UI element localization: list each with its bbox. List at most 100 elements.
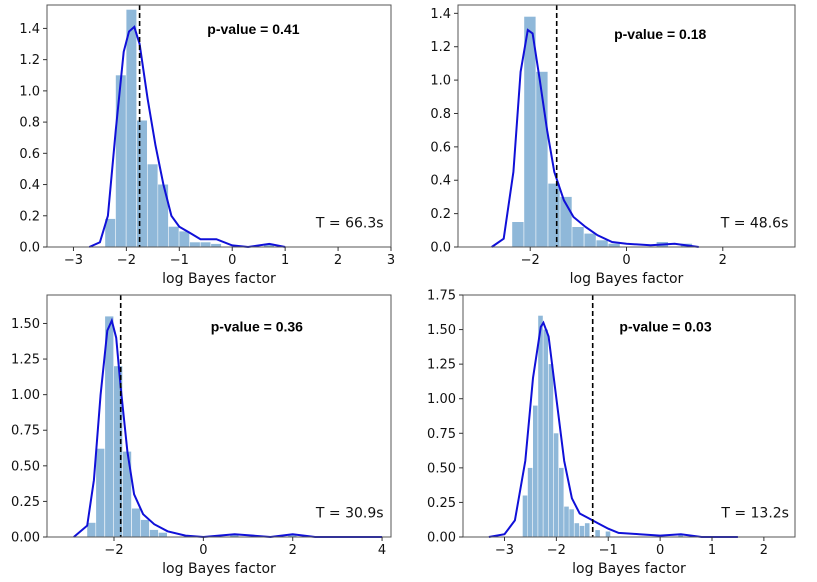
histogram-bar	[584, 523, 590, 537]
x-tick-label: −2	[104, 543, 123, 558]
histogram-bar	[527, 467, 533, 537]
plot-frame	[462, 294, 796, 538]
time-annotation: T = 13.2s	[720, 506, 789, 522]
p-value-annotation: p-value = 0.36	[211, 318, 303, 334]
y-tick-label: 0.50	[427, 461, 456, 476]
histogram-bar	[147, 164, 158, 247]
histogram-bar	[564, 506, 569, 537]
y-tick-label: 1.75	[427, 289, 456, 304]
y-tick-label: 1.4	[430, 7, 451, 22]
p-value-annotation: p-value = 0.03	[619, 318, 711, 334]
x-tick-label: 2	[760, 543, 768, 558]
x-tick-label: −1	[170, 253, 189, 268]
histogram-bar	[569, 509, 574, 537]
histogram-bar	[605, 531, 611, 537]
y-tick-label: 1.50	[427, 323, 456, 338]
histogram-bar	[548, 183, 560, 247]
histogram-bar	[548, 364, 554, 537]
histogram-bar	[288, 534, 297, 537]
panel-bottom-right: −3 −2 −1 0 1 2 0.00 0.25 0.50 0.75 1.00 1.25 1.50 1.7…	[427, 289, 796, 577]
x-tick-label: −3	[495, 543, 514, 558]
histogram-bar	[264, 243, 274, 247]
kde-curve	[491, 28, 699, 248]
time-annotation: T = 66.3s	[315, 216, 384, 232]
histogram-bar	[543, 329, 548, 537]
time-annotation: T = 48.6s	[720, 216, 789, 232]
histogram-bar	[230, 534, 239, 537]
y-tick-label: 0.0	[430, 241, 451, 256]
histogram-bar	[560, 196, 572, 247]
histogram-bar	[512, 222, 524, 247]
histogram-bar	[559, 467, 564, 537]
x-tick-label: −2	[547, 543, 566, 558]
y-tick-label: 0.75	[11, 424, 40, 439]
histogram-bar	[149, 529, 159, 537]
x-tick-label: −2	[521, 253, 540, 268]
histogram-bar	[158, 532, 167, 537]
histogram-bar	[533, 405, 538, 537]
y-tick-label: 1.00	[427, 392, 456, 407]
histogram-bar	[536, 71, 548, 247]
y-tick-label: 0.75	[427, 427, 456, 442]
panel-bottom-left: −2 0 2 4 0.00 0.25 0.50 0.75 1.00 1.25 1.50 log Bay…	[11, 294, 392, 577]
y-tick-label: 0.4	[430, 174, 451, 189]
y-tick-label: 0.4	[19, 178, 40, 193]
y-tick-label: 1.0	[19, 84, 40, 99]
kde-curve	[88, 25, 286, 249]
x-tick-label: −1	[599, 543, 618, 558]
histogram-bar	[126, 9, 137, 248]
histogram-bar	[678, 534, 683, 537]
x-tick-label: 2	[334, 253, 342, 268]
histogram-bar	[122, 451, 132, 537]
y-tick-label: 1.25	[427, 358, 456, 373]
y-tick-label: 0.2	[19, 209, 40, 224]
kde-curve	[488, 320, 738, 538]
histogram-bar	[596, 240, 608, 247]
y-tick-label: 0.00	[11, 531, 40, 546]
y-tick-label: 1.25	[11, 353, 40, 368]
x-tick-label: 2	[289, 543, 297, 558]
p-value-annotation: p-value = 0.41	[207, 21, 299, 37]
x-tick-label: −2	[117, 253, 136, 268]
x-tick-label: 0	[622, 253, 630, 268]
histogram-bar	[189, 242, 200, 247]
y-tick-label: 1.4	[19, 22, 40, 37]
y-tick-label: 0.8	[430, 107, 451, 122]
histogram-bar	[105, 218, 116, 247]
histogram-bar	[584, 233, 596, 247]
x-axis-label: log Bayes factor	[572, 561, 686, 577]
histogram-bar	[522, 495, 528, 537]
panel-top-left: −3 −2 −1 0 1 2 3 0.0 0.2 0.4 0.6 0.8 1.0 1.2 1.4 log Ba…	[19, 4, 395, 287]
y-tick-label: 0.8	[19, 116, 40, 131]
x-tick-label: −3	[64, 253, 83, 268]
y-tick-label: 1.2	[430, 40, 451, 55]
time-annotation: T = 30.9s	[315, 506, 384, 522]
x-axis-label: log Bayes factor	[162, 561, 276, 577]
histogram-bar	[608, 243, 620, 247]
y-tick-label: 1.50	[11, 317, 40, 332]
y-tick-label: 0.6	[430, 140, 451, 155]
histogram-bar	[572, 227, 584, 247]
x-tick-label: 0	[228, 253, 236, 268]
histogram-bar	[87, 522, 96, 537]
histogram-bar	[158, 184, 169, 247]
histogram-bar	[579, 525, 585, 537]
y-tick-label: 0.25	[11, 495, 40, 510]
histogram-bar	[96, 448, 105, 537]
p-value-annotation: p-value = 0.18	[614, 26, 706, 42]
y-tick-label: 0.0	[19, 241, 40, 256]
panel-top-right: −2 0 2 0.0 0.2 0.4 0.6 0.8 1.0 1.2 1.4 log Bayes fa…	[430, 4, 796, 287]
histogram-bar	[211, 243, 222, 247]
histogram-bar	[131, 508, 141, 537]
plot-frame	[46, 294, 392, 538]
histogram-bar	[168, 226, 179, 247]
y-tick-label: 1.0	[430, 74, 451, 89]
y-tick-label: 1.00	[11, 388, 40, 403]
y-tick-label: 1.2	[19, 53, 40, 68]
y-tick-label: 0.2	[430, 207, 451, 222]
y-tick-label: 0.6	[19, 147, 40, 162]
histogram-bar	[140, 519, 150, 537]
x-tick-label: 1	[708, 543, 716, 558]
histogram-bar	[115, 75, 126, 247]
histogram-bar	[595, 530, 600, 537]
